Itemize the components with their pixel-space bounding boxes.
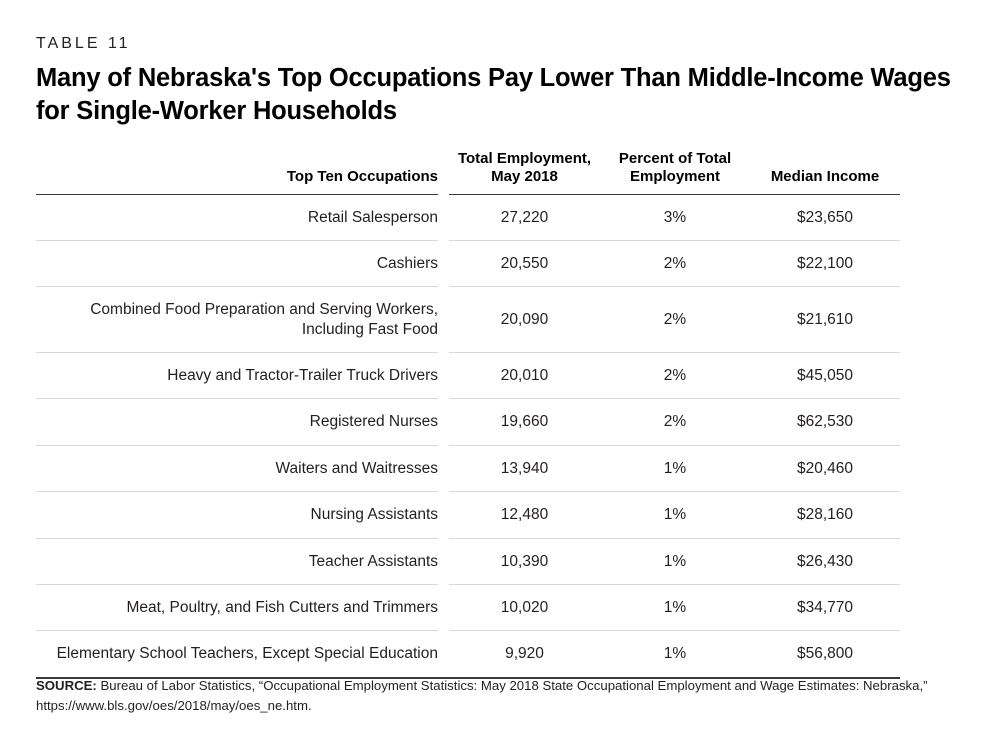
cell-income: $34,770 (750, 584, 900, 632)
cell-percent: 1% (600, 584, 750, 632)
column-header-employment-line1: Total Employment, (457, 150, 592, 167)
column-header-income: Median Income (750, 150, 900, 195)
column-header-percent-line1: Percent of Total (618, 150, 732, 167)
cell-income: $22,100 (750, 240, 900, 288)
cell-income: $23,650 (750, 194, 900, 241)
column-header-occupation: Top Ten Occupations (36, 150, 438, 195)
cell-income: $56,800 (796, 645, 854, 663)
table-number-label: TABLE 11 (36, 35, 131, 52)
occupations-table: Top Ten Occupations Total Employment, Ma… (36, 150, 900, 677)
cell-employment: 19,660 (449, 398, 600, 446)
cell-employment: 10,390 (449, 538, 600, 585)
cell-occupation: Retail Salesperson (36, 194, 438, 241)
data-table-wrapper: Top Ten Occupations Total Employment, Ma… (36, 150, 900, 680)
column-header-employment: Total Employment, May 2018 (449, 150, 600, 195)
table-row: Waiters and Waitresses 13,940 1% $20,460 (36, 445, 900, 493)
cell-percent: 1% (663, 645, 687, 663)
cell-occupation: Heavy and Tractor-Trailer Truck Drivers (36, 352, 438, 400)
cell-gap-spacer (438, 584, 449, 630)
cell-occupation: Waiters and Waitresses (36, 445, 438, 493)
cell-employment: 27,220 (449, 194, 600, 241)
cell-occupation: Registered Nurses (36, 398, 438, 446)
cell-gap-spacer (438, 287, 449, 353)
cell-employment: 13,940 (449, 445, 600, 493)
column-header-employment-line2: May 2018 (491, 168, 558, 186)
table-row: Teacher Assistants 10,390 1% $26,430 (36, 538, 900, 585)
cell-income: $20,460 (750, 445, 900, 493)
cell-percent: 2% (600, 352, 750, 400)
column-header-percent: Percent of Total Employment (600, 150, 750, 195)
cell-occupation: Nursing Assistants (36, 491, 438, 539)
table-header-row: Top Ten Occupations Total Employment, Ma… (36, 150, 900, 195)
cell-percent: 1% (600, 445, 750, 493)
cell-percent: 1% (600, 538, 750, 585)
source-text: Bureau of Labor Statistics, “Occupationa… (36, 678, 928, 713)
cell-percent: 2% (600, 286, 750, 354)
column-header-percent-line2: Employment (629, 168, 720, 186)
cell-gap-spacer (438, 631, 449, 677)
cell-occupation: Meat, Poultry, and Fish Cutters and Trim… (36, 584, 438, 632)
table-row: Cashiers 20,550 2% $22,100 (36, 240, 900, 288)
cell-employment: 20,090 (449, 286, 600, 354)
column-gap-spacer (438, 150, 449, 194)
cell-occupation: Cashiers (36, 240, 438, 288)
cell-gap-spacer (438, 399, 449, 445)
cell-gap-spacer (438, 538, 449, 584)
cell-employment: 9,920 (505, 645, 544, 663)
table-header: Top Ten Occupations Total Employment, Ma… (36, 150, 900, 195)
cell-percent: 2% (600, 398, 750, 446)
cell-gap-spacer (438, 240, 449, 286)
table-row: Combined Food Preparation and Serving Wo… (36, 286, 900, 354)
cell-gap-spacer (438, 445, 449, 491)
cell-percent: 3% (600, 194, 750, 241)
cell-percent: 2% (600, 240, 750, 288)
cell-occupation: Elementary School Teachers, Except Speci… (56, 645, 438, 663)
cell-employment: 20,550 (449, 240, 600, 288)
cell-income: $45,050 (750, 352, 900, 400)
table-row: Retail Salesperson 27,220 3% $23,650 (36, 194, 900, 241)
table-bottom-rule (36, 676, 900, 680)
cell-income: $62,530 (750, 398, 900, 446)
table-row: Registered Nurses 19,660 2% $62,530 (36, 398, 900, 446)
table-row: Meat, Poultry, and Fish Cutters and Trim… (36, 584, 900, 632)
table-row: Elementary School Teachers, Except Speci… (36, 631, 900, 677)
cell-percent: 1% (600, 491, 750, 539)
source-note: SOURCE: Bureau of Labor Statistics, “Occ… (36, 676, 941, 715)
cell-gap-spacer (438, 353, 449, 399)
cell-income: $21,610 (750, 286, 900, 354)
cell-income: $28,160 (750, 491, 900, 539)
source-label: SOURCE: (36, 678, 97, 693)
table-body: Retail Salesperson 27,220 3% $23,650 Cas… (36, 194, 900, 677)
cell-occupation: Combined Food Preparation and Serving Wo… (36, 286, 438, 354)
cell-employment: 10,020 (449, 584, 600, 632)
table-row: Heavy and Tractor-Trailer Truck Drivers … (36, 352, 900, 400)
cell-occupation: Teacher Assistants (36, 538, 438, 585)
table-row: Nursing Assistants 12,480 1% $28,160 (36, 491, 900, 539)
cell-gap-spacer (438, 194, 449, 240)
cell-gap-spacer (438, 492, 449, 538)
page-title: Many of Nebraska's Top Occupations Pay L… (36, 64, 951, 125)
cell-employment: 12,480 (449, 491, 600, 539)
cell-income: $26,430 (750, 538, 900, 585)
cell-employment: 20,010 (449, 352, 600, 400)
